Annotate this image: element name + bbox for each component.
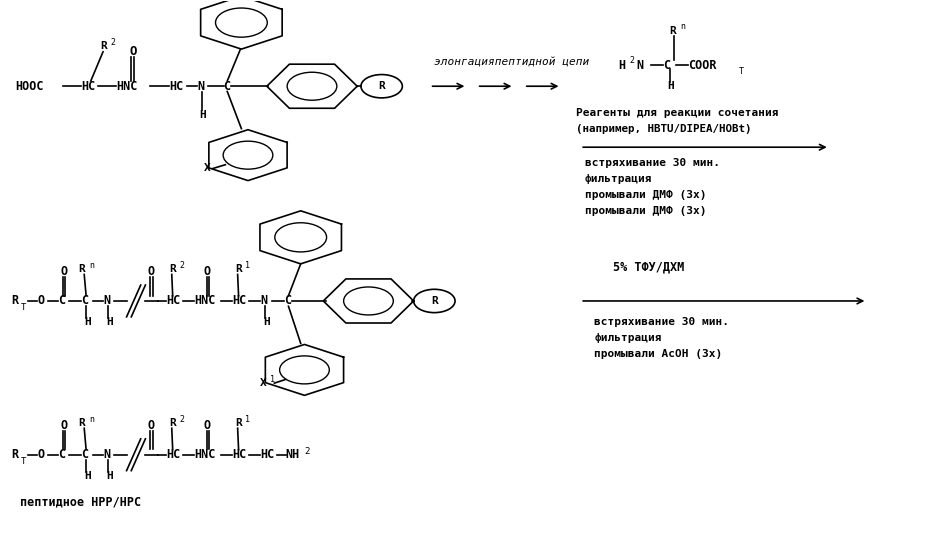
- Text: O: O: [60, 265, 68, 278]
- Text: H: H: [84, 471, 91, 481]
- Text: H: H: [84, 317, 91, 327]
- Text: N: N: [197, 80, 204, 93]
- Text: пептидное HPP/HPC: пептидное HPP/HPC: [20, 496, 142, 509]
- Text: N: N: [103, 448, 110, 461]
- Text: R: R: [169, 418, 176, 428]
- Text: COOR: COOR: [688, 59, 717, 71]
- Text: фильтрация: фильтрация: [585, 174, 652, 184]
- Text: R: R: [669, 26, 677, 36]
- Text: C: C: [58, 294, 65, 308]
- Text: HC: HC: [166, 448, 180, 461]
- Text: фильтрация: фильтрация: [595, 333, 662, 343]
- Text: C: C: [81, 294, 89, 308]
- Text: R: R: [379, 81, 385, 91]
- Text: R: R: [10, 448, 18, 461]
- Text: HNC: HNC: [194, 448, 216, 461]
- Text: HC: HC: [169, 80, 183, 93]
- Text: C: C: [81, 448, 89, 461]
- Text: X: X: [261, 378, 267, 388]
- Text: C: C: [284, 294, 291, 308]
- Text: R: R: [235, 418, 242, 428]
- Text: встряхивание 30 мин.: встряхивание 30 мин.: [585, 158, 720, 168]
- Text: HOOC: HOOC: [15, 80, 44, 93]
- Text: H: H: [666, 81, 674, 91]
- Text: 2: 2: [110, 38, 115, 47]
- Text: n: n: [89, 261, 93, 270]
- Text: C: C: [224, 80, 230, 93]
- Text: R: R: [78, 418, 85, 428]
- Text: R: R: [100, 42, 107, 52]
- Text: H: H: [263, 317, 270, 327]
- Text: X: X: [204, 164, 211, 173]
- Text: 2: 2: [305, 447, 310, 456]
- Text: HNC: HNC: [194, 294, 216, 308]
- Text: HC: HC: [232, 448, 246, 461]
- Text: O: O: [204, 265, 211, 278]
- Text: O: O: [204, 419, 211, 432]
- Text: R: R: [10, 294, 18, 308]
- Text: C: C: [58, 448, 65, 461]
- Text: O: O: [37, 294, 44, 308]
- Text: HC: HC: [166, 294, 180, 308]
- Text: промывали AcOH (3x): промывали AcOH (3x): [595, 349, 722, 359]
- Text: N: N: [103, 294, 110, 308]
- Text: T: T: [21, 457, 26, 466]
- Text: 2: 2: [630, 56, 634, 65]
- Text: 1: 1: [245, 261, 250, 270]
- Text: n: n: [680, 22, 685, 31]
- Text: HC: HC: [261, 448, 275, 461]
- Text: N: N: [261, 294, 267, 308]
- Text: O: O: [147, 419, 155, 432]
- Text: 2: 2: [179, 415, 184, 424]
- Text: N: N: [636, 59, 644, 71]
- Text: (например, HBTU/DIPEA/HOBt): (например, HBTU/DIPEA/HOBt): [576, 124, 751, 134]
- Text: R: R: [78, 264, 85, 274]
- Text: O: O: [60, 419, 68, 432]
- Text: T: T: [21, 303, 26, 312]
- Text: HC: HC: [232, 294, 246, 308]
- Text: промывали ДМФ (3x): промывали ДМФ (3x): [585, 206, 706, 216]
- Text: H: H: [199, 110, 206, 120]
- Text: 1: 1: [245, 415, 250, 424]
- Text: 5% ТФУ/ДХМ: 5% ТФУ/ДХМ: [614, 260, 684, 273]
- Text: HC: HC: [81, 80, 95, 93]
- Text: 2: 2: [179, 261, 184, 270]
- Text: H: H: [106, 317, 112, 327]
- Text: NH: NH: [286, 448, 300, 461]
- Text: 1: 1: [270, 375, 275, 384]
- Text: встряхивание 30 мин.: встряхивание 30 мин.: [595, 317, 730, 327]
- Text: C: C: [663, 59, 670, 71]
- Text: O: O: [147, 265, 155, 278]
- Text: R: R: [431, 296, 438, 306]
- Text: промывали ДМФ (3x): промывали ДМФ (3x): [585, 190, 706, 200]
- Text: n: n: [89, 415, 93, 424]
- Text: O: O: [129, 45, 137, 58]
- Text: Реагенты для реакции сочетания: Реагенты для реакции сочетания: [576, 108, 778, 118]
- Text: элонгацияпептидной цепи: элонгацияпептидной цепи: [434, 58, 590, 67]
- Text: T: T: [738, 67, 743, 76]
- Text: HNC: HNC: [116, 80, 138, 93]
- Text: O: O: [37, 448, 44, 461]
- Text: H: H: [106, 471, 112, 481]
- Text: H: H: [618, 59, 625, 71]
- Text: R: R: [169, 264, 176, 274]
- Text: R: R: [235, 264, 242, 274]
